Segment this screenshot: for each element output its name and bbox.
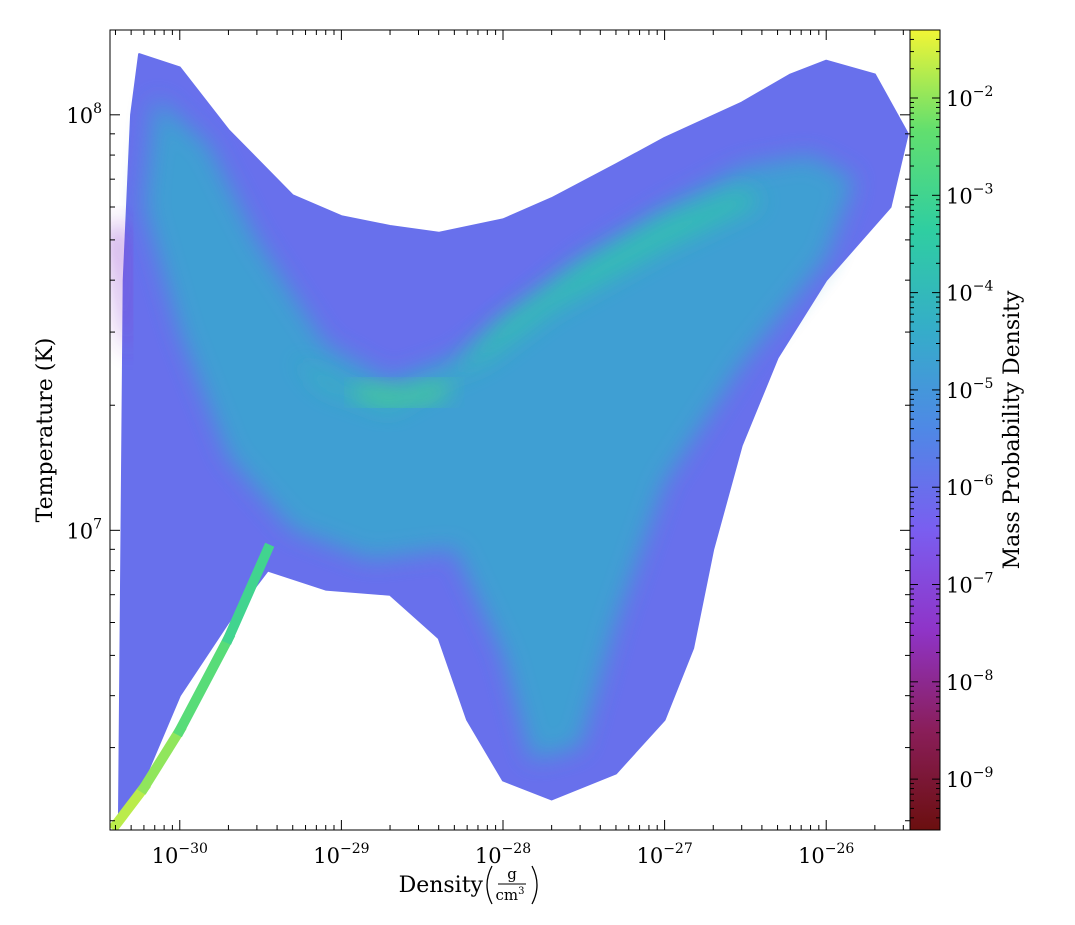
x-tick-label: 10−28 [475, 841, 531, 868]
diagonal-branch-segment [110, 780, 151, 830]
heatmap-region-3 [292, 189, 762, 410]
colorbar-tick-label: 10−6 [946, 473, 993, 500]
y-tick-label: 108 [66, 101, 102, 128]
y-axis-label: Temperature (K) [33, 338, 58, 523]
colorbar-gradient [909, 29, 941, 831]
y-tick-label: 107 [66, 516, 102, 543]
x-tick-label: 10−30 [152, 841, 208, 868]
colorbar-tick-label: 10−4 [946, 279, 993, 306]
heatmap-region-4 [354, 380, 455, 406]
x-axis-label-text: Density [399, 873, 484, 898]
diagonal-branch-segment [137, 723, 187, 795]
diagonal-branch-segment [221, 542, 275, 645]
heatmap-region-2 [143, 97, 855, 761]
x-axis-label: Density g cm3 [399, 865, 538, 905]
x-tick-label: 10−26 [798, 841, 854, 868]
unit-denominator: cm3 [496, 886, 525, 904]
unit-left-paren [486, 865, 493, 905]
x-axis: 10−30 10−29 10−28 10−27 10−26 [114, 30, 904, 868]
colorbar-tick-label: 10−8 [946, 668, 993, 695]
x-tick-label: 10−29 [313, 841, 369, 868]
colorbar-tick-label: 10−9 [946, 765, 993, 792]
unit-numerator: g [507, 865, 517, 883]
colorbar-tick-label: 10−3 [946, 181, 993, 208]
unit-right-paren [531, 865, 538, 905]
heatmap-layer [110, 53, 909, 830]
colorbar-tick-label: 10−7 [946, 571, 993, 598]
colorbar-label: Mass Probability Density [1000, 290, 1025, 569]
heatmap-region-5 [111, 219, 132, 358]
colorbar-tick-label: 10−5 [946, 376, 993, 403]
x-tick-label: 10−27 [636, 841, 692, 868]
diagonal-branch-segment [173, 631, 236, 738]
colorbar: 10−9 10−8 10−7 10−6 10−5 10−4 10−3 10−2 [909, 29, 993, 831]
y-axis: 107 108 [66, 101, 910, 822]
colorbar-tick-label: 10−2 [946, 84, 993, 111]
